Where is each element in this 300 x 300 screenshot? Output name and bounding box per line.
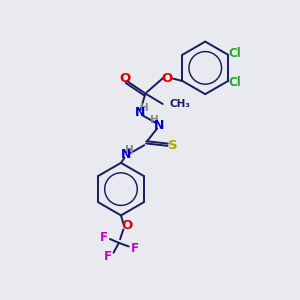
Text: Cl: Cl (228, 76, 241, 89)
Text: O: O (121, 219, 133, 232)
Text: S: S (167, 139, 177, 152)
Text: O: O (119, 72, 130, 85)
Text: F: F (104, 250, 112, 263)
Text: CH₃: CH₃ (169, 99, 190, 109)
Text: H: H (125, 145, 134, 155)
Text: F: F (131, 242, 139, 255)
Text: H: H (140, 103, 149, 113)
Text: N: N (121, 148, 131, 161)
Text: F: F (100, 231, 108, 244)
Text: N: N (135, 106, 145, 119)
Text: H: H (150, 115, 158, 125)
Text: Cl: Cl (228, 47, 241, 60)
Text: O: O (161, 71, 172, 85)
Text: N: N (154, 119, 164, 132)
